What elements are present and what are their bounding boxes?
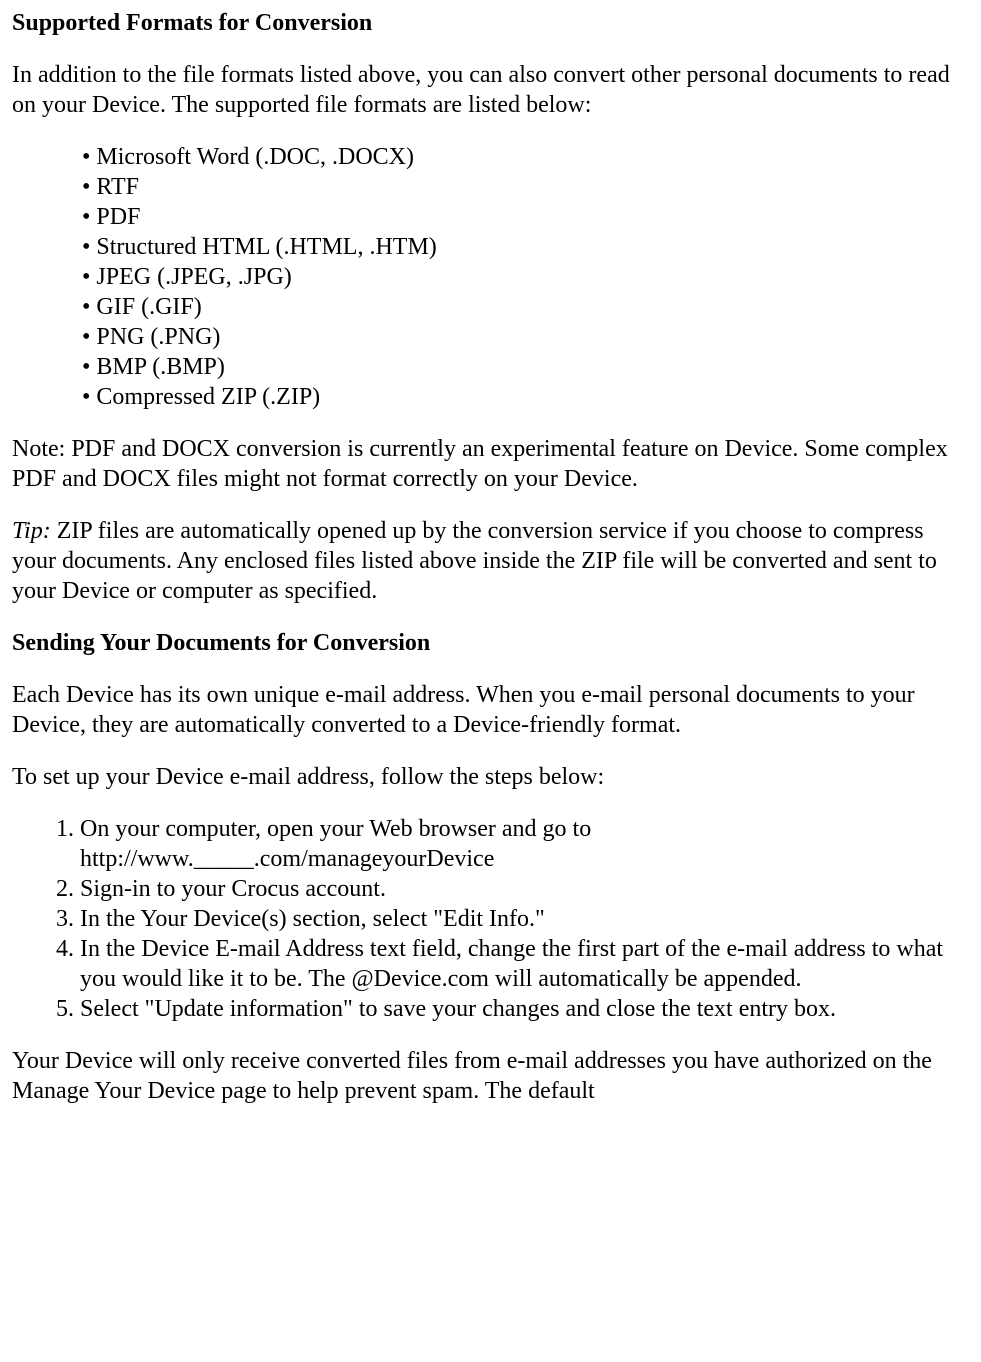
list-item: In the Your Device(s) section, select "E…	[46, 904, 969, 934]
step-text: In the Your Device(s) section, select "E…	[80, 904, 969, 934]
bullet-icon: •	[82, 264, 90, 290]
bullet-icon: •	[82, 294, 90, 320]
step-text: Sign-in to your Crocus account.	[80, 874, 969, 904]
list-item-label: RTF	[96, 174, 139, 200]
bullet-icon: •	[82, 324, 90, 350]
list-item: Sign-in to your Crocus account.	[46, 874, 969, 904]
bullet-icon: •	[82, 234, 90, 260]
list-item: • Compressed ZIP (.ZIP)	[82, 382, 969, 412]
list-item-label: JPEG (.JPEG, .JPG)	[96, 264, 291, 290]
list-item: • JPEG (.JPEG, .JPG)	[82, 262, 969, 292]
tip-label: Tip:	[12, 518, 51, 544]
list-item: In the Device E-mail Address text field,…	[46, 934, 969, 994]
list-item-label: Microsoft Word (.DOC, .DOCX)	[96, 144, 414, 170]
list-item-label: PDF	[96, 204, 140, 230]
bullet-icon: •	[82, 384, 90, 410]
sending-intro-2: To set up your Device e-mail address, fo…	[12, 762, 969, 792]
bullet-icon: •	[82, 174, 90, 200]
step-text: Select "Update information" to save your…	[80, 994, 969, 1024]
section-heading-formats: Supported Formats for Conversion	[12, 8, 969, 38]
bullet-icon: •	[82, 204, 90, 230]
intro-paragraph: In addition to the file formats listed a…	[12, 60, 969, 120]
sending-intro-1: Each Device has its own unique e-mail ad…	[12, 680, 969, 740]
step-text: On your computer, open your Web browser …	[80, 814, 969, 874]
list-item: • GIF (.GIF)	[82, 292, 969, 322]
list-item: • PNG (.PNG)	[82, 322, 969, 352]
tip-paragraph: Tip: ZIP files are automatically opened …	[12, 516, 969, 606]
list-item: • PDF	[82, 202, 969, 232]
list-item-label: Compressed ZIP (.ZIP)	[96, 384, 320, 410]
bullet-icon: •	[82, 144, 90, 170]
list-item-label: PNG (.PNG)	[96, 324, 220, 350]
trailing-paragraph: Your Device will only receive converted …	[12, 1046, 969, 1106]
note-paragraph: Note: PDF and DOCX conversion is current…	[12, 434, 969, 494]
list-item: • Microsoft Word (.DOC, .DOCX)	[82, 142, 969, 172]
list-item-label: GIF (.GIF)	[96, 294, 201, 320]
list-item: • BMP (.BMP)	[82, 352, 969, 382]
tip-text: ZIP files are automatically opened up by…	[12, 518, 937, 604]
steps-list: On your computer, open your Web browser …	[12, 814, 969, 1024]
formats-list: • Microsoft Word (.DOC, .DOCX) • RTF • P…	[12, 142, 969, 412]
bullet-icon: •	[82, 354, 90, 380]
list-item: • Structured HTML (.HTML, .HTM)	[82, 232, 969, 262]
step-text: In the Device E-mail Address text field,…	[80, 934, 969, 994]
list-item-label: BMP (.BMP)	[96, 354, 224, 380]
list-item: Select "Update information" to save your…	[46, 994, 969, 1024]
list-item: On your computer, open your Web browser …	[46, 814, 969, 874]
section-heading-sending: Sending Your Documents for Conversion	[12, 628, 969, 658]
list-item: • RTF	[82, 172, 969, 202]
list-item-label: Structured HTML (.HTML, .HTM)	[96, 234, 436, 260]
